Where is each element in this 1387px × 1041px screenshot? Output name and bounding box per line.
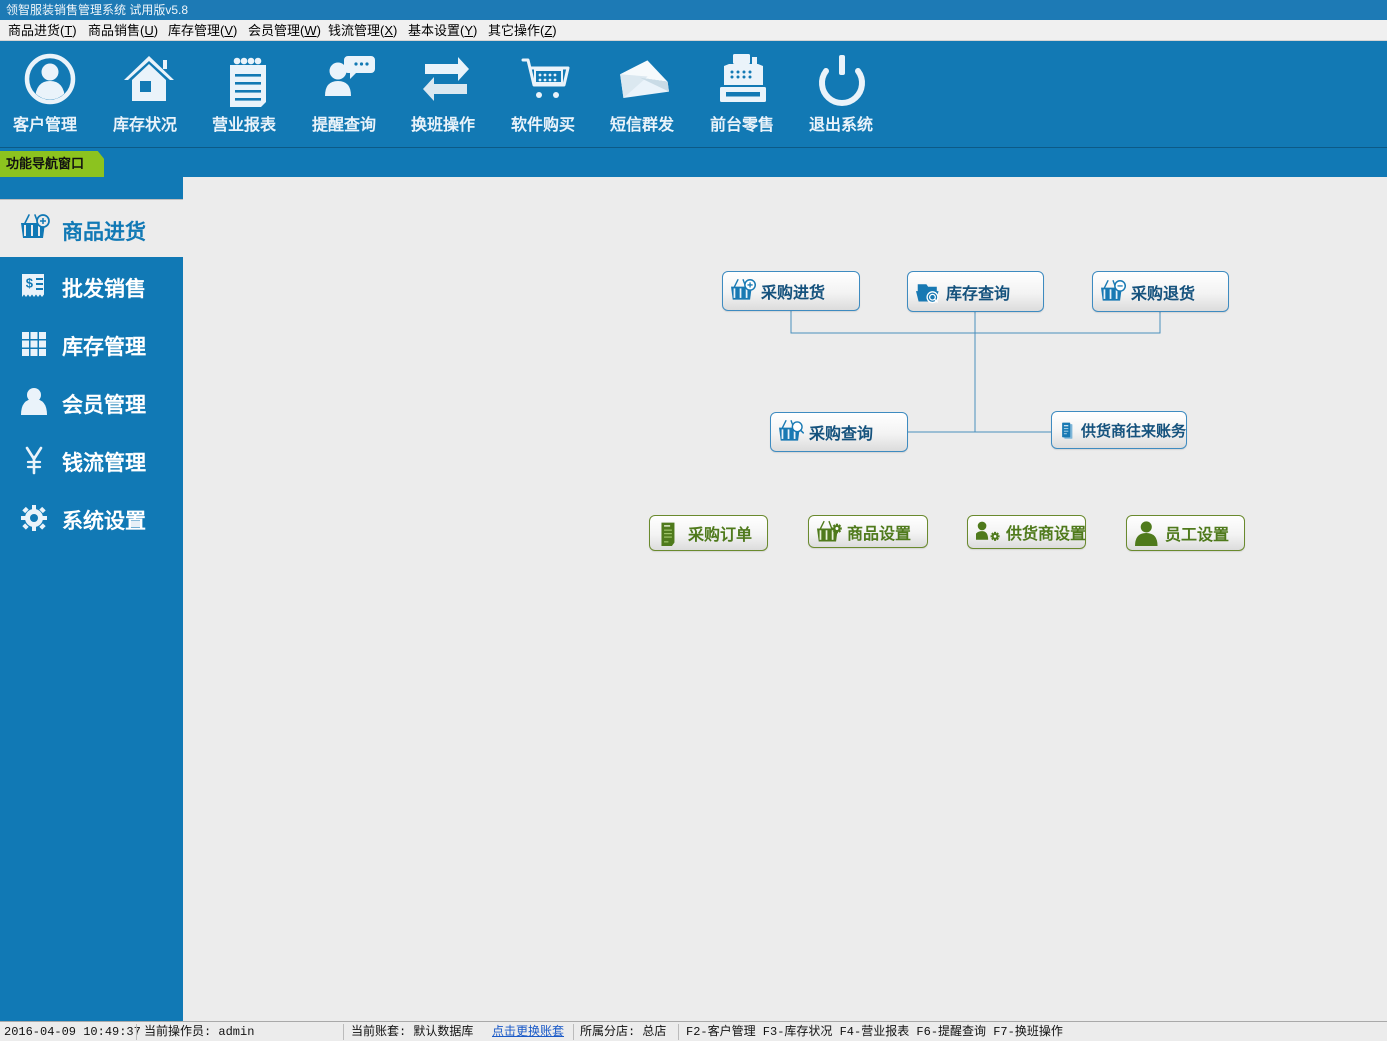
- svg-text:$: $: [26, 276, 34, 291]
